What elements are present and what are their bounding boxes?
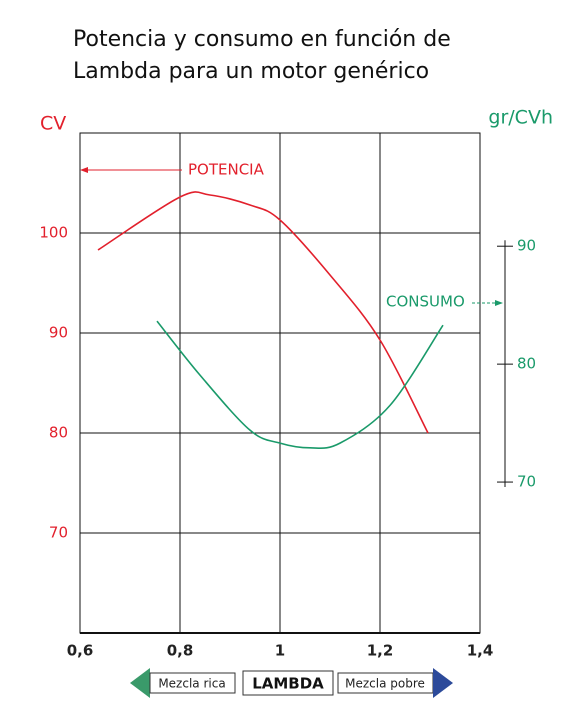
y2-tick-label: 80 [517, 355, 536, 373]
y-axis-label: CV [40, 113, 66, 135]
x-tick-label: 1 [275, 642, 285, 660]
y2-tick-label: 70 [517, 473, 536, 491]
x-tick-label: 1,2 [367, 642, 394, 660]
arrowhead [495, 300, 503, 306]
line [97, 191, 429, 434]
annotation: Mezcla pobre [345, 677, 425, 691]
box [242, 670, 334, 696]
x-axis-label: LAMBDA [252, 675, 324, 693]
y-tick-label: 70 [49, 524, 68, 542]
y2-axis-label: gr/CVh [488, 107, 553, 129]
box [149, 672, 236, 694]
x-tick-label: 0,8 [167, 642, 194, 660]
x-tick-label: 1,4 [467, 642, 494, 660]
chart-title: Lambda para un motor genérico [73, 59, 429, 84]
y-tick-label: 100 [39, 224, 68, 242]
legend-label: CONSUMO [386, 293, 465, 311]
y-tick-label: 90 [49, 324, 68, 342]
x-tick-label: 0,6 [67, 642, 94, 660]
arrowhead [80, 167, 88, 173]
y2-tick-label: 90 [517, 237, 536, 255]
y-tick-label: 80 [49, 424, 68, 442]
arrow-right [433, 668, 453, 698]
line [156, 320, 444, 450]
annotation: Mezcla rica [158, 677, 225, 691]
chart-title: Potencia y consumo en función de [73, 27, 451, 52]
legend-label: POTENCIA [188, 161, 265, 179]
arrow-left [130, 668, 150, 698]
